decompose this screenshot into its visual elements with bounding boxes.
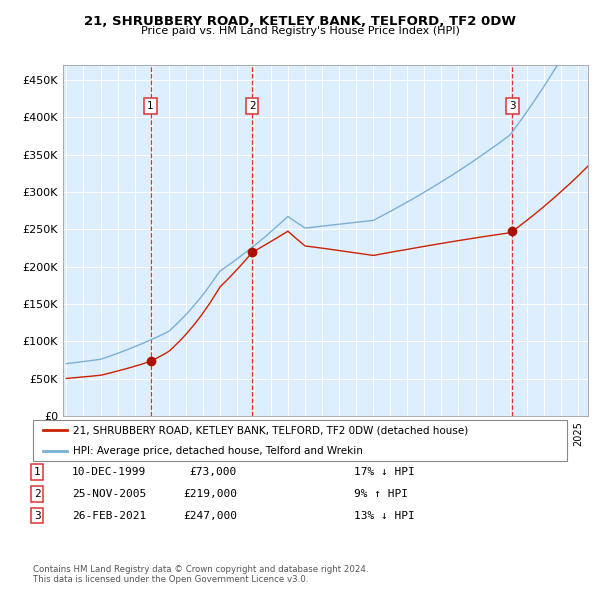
Text: 3: 3 — [509, 101, 515, 111]
Text: £219,000: £219,000 — [183, 489, 237, 499]
Text: 26-FEB-2021: 26-FEB-2021 — [72, 511, 146, 520]
Text: Contains HM Land Registry data © Crown copyright and database right 2024.
This d: Contains HM Land Registry data © Crown c… — [33, 565, 368, 584]
Text: £73,000: £73,000 — [190, 467, 237, 477]
Text: 21, SHRUBBERY ROAD, KETLEY BANK, TELFORD, TF2 0DW: 21, SHRUBBERY ROAD, KETLEY BANK, TELFORD… — [84, 15, 516, 28]
Text: Price paid vs. HM Land Registry's House Price Index (HPI): Price paid vs. HM Land Registry's House … — [140, 26, 460, 36]
Text: 2: 2 — [34, 489, 41, 499]
Text: 21, SHRUBBERY ROAD, KETLEY BANK, TELFORD, TF2 0DW (detached house): 21, SHRUBBERY ROAD, KETLEY BANK, TELFORD… — [73, 425, 469, 435]
Text: 9% ↑ HPI: 9% ↑ HPI — [354, 489, 408, 499]
Text: 1: 1 — [148, 101, 154, 111]
Text: £247,000: £247,000 — [183, 511, 237, 520]
Text: 13% ↓ HPI: 13% ↓ HPI — [354, 511, 415, 520]
Text: HPI: Average price, detached house, Telford and Wrekin: HPI: Average price, detached house, Telf… — [73, 447, 363, 456]
Text: 17% ↓ HPI: 17% ↓ HPI — [354, 467, 415, 477]
Text: 25-NOV-2005: 25-NOV-2005 — [72, 489, 146, 499]
Text: 2: 2 — [249, 101, 256, 111]
Text: 1: 1 — [34, 467, 41, 477]
Text: 3: 3 — [34, 511, 41, 520]
Text: 10-DEC-1999: 10-DEC-1999 — [72, 467, 146, 477]
